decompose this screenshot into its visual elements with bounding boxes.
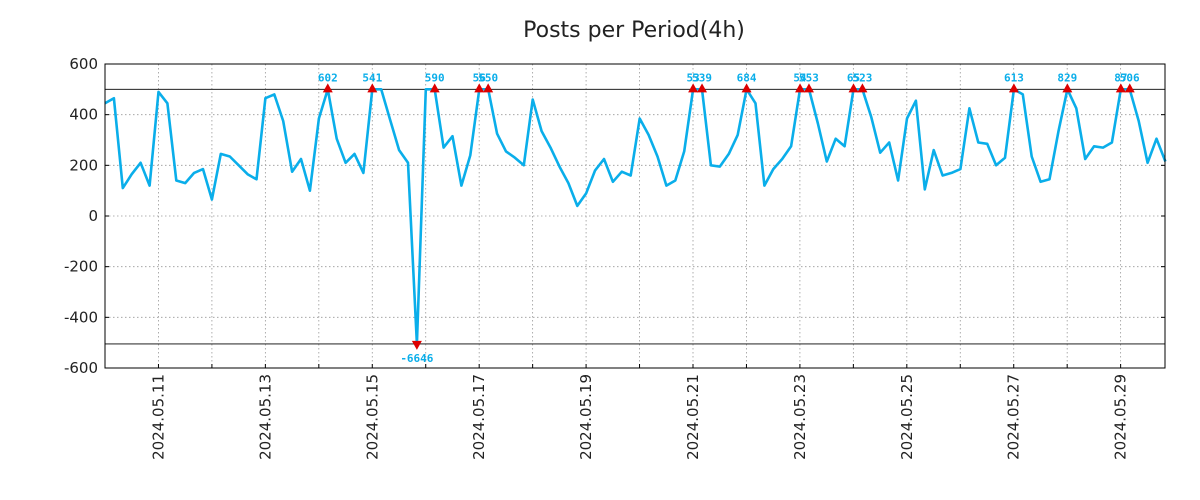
annotation-label: 553 xyxy=(799,71,819,84)
peak-marker xyxy=(483,83,494,93)
peak-marker xyxy=(474,83,485,93)
annotation-label: 53 xyxy=(686,71,699,84)
annotation-label: -6646 xyxy=(400,352,433,365)
peak-marker xyxy=(795,83,806,93)
peak-marker xyxy=(1008,83,1019,93)
x-tick-label: 2024.05.27 xyxy=(1005,374,1023,460)
x-tick-label: 2024.05.19 xyxy=(577,374,595,460)
clip-level-lines xyxy=(105,88,1165,345)
x-tick-label: 2024.05.15 xyxy=(363,374,381,460)
annotation-label: 65 xyxy=(847,71,860,84)
peak-marker xyxy=(688,83,699,93)
annotation-label: 602 xyxy=(318,71,338,84)
peak-marker xyxy=(741,83,752,93)
y-tick-label: 0 xyxy=(88,207,98,225)
y-axis: 600 400 200 0 -200 -400 -600 xyxy=(64,55,1165,377)
y-tick-label: 200 xyxy=(69,156,98,174)
annotation-label: 590 xyxy=(425,71,445,84)
peak-marker xyxy=(367,83,378,93)
annotation-label: 829 xyxy=(1057,71,1077,84)
x-tick-label: 2024.05.29 xyxy=(1112,374,1130,460)
x-tick-label: 2024.05.11 xyxy=(149,374,167,460)
y-tick-label: 400 xyxy=(69,106,98,124)
chart-title: Posts per Period(4h) xyxy=(523,18,745,43)
annotation-label: 684 xyxy=(737,71,757,84)
annotation-label: 506 xyxy=(1120,71,1140,84)
annotation-label: 550 xyxy=(478,71,498,84)
x-tick-label: 2024.05.25 xyxy=(898,374,916,460)
marker-layer xyxy=(322,83,1135,350)
y-tick-label: -200 xyxy=(64,258,98,276)
x-axis: 2024.05.11 2024.05.13 2024.05.15 2024.05.17… xyxy=(149,364,1130,460)
annotation-label: 541 xyxy=(362,71,382,84)
y-tick-label: -400 xyxy=(64,308,98,326)
annotation-label: 523 xyxy=(852,71,872,84)
annotation-label: 613 xyxy=(1004,71,1024,84)
y-tick-label: 600 xyxy=(69,55,98,73)
peak-marker xyxy=(322,83,333,93)
series-line-posts xyxy=(104,88,1167,346)
x-tick-label: 2024.05.21 xyxy=(684,374,702,460)
grid xyxy=(105,64,1165,368)
peak-marker xyxy=(848,83,859,93)
annotation-label: 54 xyxy=(793,71,807,84)
annotation-label: 87 xyxy=(1114,71,1127,84)
trough-marker xyxy=(411,340,422,350)
peak-marker xyxy=(803,83,814,93)
peak-marker xyxy=(1124,83,1135,93)
x-tick-label: 2024.05.23 xyxy=(791,374,809,460)
series-layer xyxy=(104,88,1167,346)
x-tick-label: 2024.05.13 xyxy=(256,374,274,460)
peak-marker xyxy=(857,83,868,93)
peak-marker xyxy=(1062,83,1073,93)
y-tick-label: -600 xyxy=(64,359,98,377)
peak-marker xyxy=(697,83,708,93)
annotation-label: 539 xyxy=(692,71,712,84)
peak-marker xyxy=(429,83,440,93)
annotation-label: 56 xyxy=(473,71,487,84)
peak-marker xyxy=(1115,83,1126,93)
x-tick-label: 2024.05.17 xyxy=(470,374,488,460)
